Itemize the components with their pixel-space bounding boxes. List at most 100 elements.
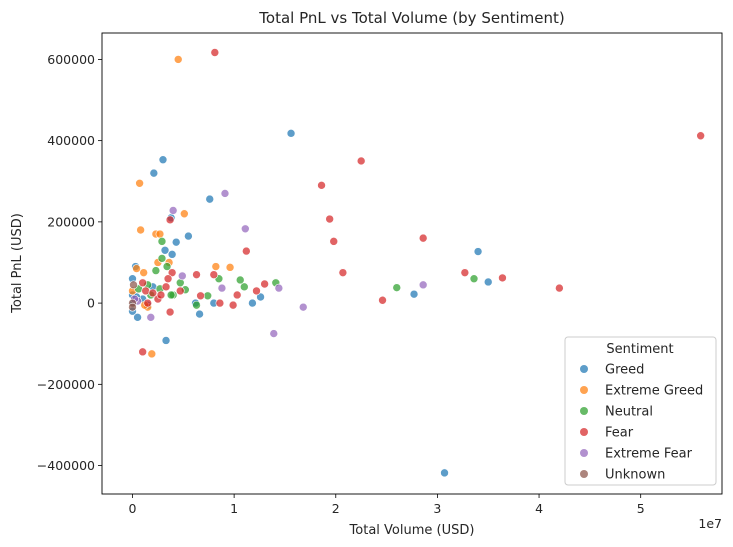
- point-neutral: [469, 274, 479, 284]
- point-neutral: [235, 275, 245, 285]
- point-fear: [175, 286, 185, 296]
- point-extreme-greed: [136, 225, 145, 235]
- legend: Sentiment Greed Extreme Greed Neutral Fear E…: [564, 336, 717, 486]
- legend-label-extreme-greed: Extreme Greed: [605, 384, 703, 399]
- point-extreme-greed: [225, 263, 235, 272]
- point-fear: [192, 270, 201, 279]
- point-fear: [260, 279, 269, 289]
- point-fear: [210, 48, 220, 57]
- point-fear: [378, 295, 387, 305]
- point-extreme-greed: [147, 349, 157, 359]
- point-fear: [215, 298, 225, 308]
- point-fear: [161, 282, 171, 292]
- point-greed: [440, 468, 449, 478]
- point-fear: [329, 237, 339, 246]
- legend-title: Sentiment: [606, 342, 673, 357]
- y-tick-label: 600000: [47, 52, 95, 67]
- point-greed: [171, 237, 181, 247]
- legend-label-fear: Fear: [605, 426, 634, 441]
- point-neutral: [392, 283, 402, 292]
- x-axis: 0 1 2 3 4 5: [129, 494, 645, 516]
- point-fear: [163, 274, 173, 284]
- point-unknown: [128, 302, 137, 312]
- point-fear: [232, 290, 242, 300]
- point-fear: [228, 300, 238, 310]
- x-tick-label: 2: [332, 501, 340, 516]
- point-extreme-fear: [146, 313, 156, 322]
- legend-marker-extreme-greed: [580, 386, 588, 394]
- point-fear: [165, 215, 175, 225]
- y-axis-label: Total PnL (USD): [10, 213, 25, 314]
- point-fear: [143, 298, 153, 308]
- point-neutral: [151, 266, 161, 275]
- point-greed: [409, 289, 419, 299]
- legend-label-unknown: Unknown: [605, 468, 665, 483]
- point-greed: [205, 194, 215, 204]
- point-extreme-fear: [177, 271, 187, 281]
- y-tick-label: 0: [87, 296, 95, 311]
- point-fear: [141, 286, 151, 296]
- point-fear: [165, 307, 175, 317]
- point-fear: [156, 290, 166, 300]
- point-fear: [242, 246, 251, 256]
- legend-label-neutral: Neutral: [605, 405, 653, 420]
- point-extreme-fear: [217, 283, 227, 293]
- point-neutral: [166, 290, 176, 300]
- point-extreme-greed: [135, 178, 144, 188]
- point-greed: [160, 245, 170, 255]
- x-tick-label: 3: [433, 501, 441, 516]
- x-tick-label: 4: [535, 501, 543, 516]
- legend-marker-neutral: [580, 407, 588, 415]
- point-fear: [138, 278, 147, 288]
- point-greed: [149, 168, 159, 178]
- point-fear: [209, 270, 219, 279]
- point-extreme-fear: [269, 329, 279, 338]
- point-fear: [317, 181, 326, 190]
- point-neutral: [192, 300, 201, 310]
- point-neutral: [157, 254, 167, 263]
- point-fear: [356, 156, 366, 166]
- point-neutral: [239, 282, 249, 292]
- legend-marker-greed: [580, 365, 588, 373]
- point-extreme-greed: [180, 209, 189, 219]
- point-fear: [555, 283, 564, 293]
- point-unknown: [129, 280, 138, 290]
- point-extreme-greed: [132, 264, 141, 273]
- point-fear: [498, 273, 507, 283]
- point-greed: [473, 247, 483, 256]
- x-axis-offset-text: 1e7: [698, 516, 722, 531]
- point-greed: [133, 313, 142, 322]
- point-fear: [196, 291, 205, 301]
- point-greed: [161, 336, 171, 345]
- point-extreme-fear: [168, 206, 178, 215]
- x-tick-label: 1: [230, 501, 238, 516]
- point-greed: [256, 292, 265, 302]
- point-extreme-fear: [241, 224, 250, 234]
- y-tick-label: 400000: [47, 133, 95, 148]
- x-axis-label: Total Volume (USD): [349, 523, 475, 538]
- y-axis: −400000 −200000 0 200000 400000 600000: [37, 52, 102, 473]
- chart-title: Total PnL vs Total Volume (by Sentiment): [258, 9, 564, 27]
- point-greed: [248, 298, 257, 308]
- point-fear: [460, 268, 470, 277]
- point-greed: [167, 250, 177, 259]
- point-fear: [338, 268, 348, 277]
- point-greed: [158, 155, 168, 165]
- y-tick-label: −400000: [37, 458, 95, 473]
- legend-marker-unknown: [580, 470, 588, 478]
- x-tick-label: 0: [129, 501, 137, 516]
- point-greed: [286, 129, 296, 138]
- point-extreme-greed: [173, 55, 183, 64]
- point-neutral: [203, 291, 213, 301]
- point-extreme-greed: [155, 229, 165, 239]
- data-points: [128, 48, 705, 478]
- point-fear: [418, 233, 428, 243]
- point-greed: [483, 277, 493, 287]
- point-extreme-fear: [220, 189, 230, 198]
- point-extreme-fear: [418, 280, 428, 290]
- y-tick-label: 200000: [47, 214, 95, 229]
- x-tick-label: 5: [637, 501, 645, 516]
- legend-marker-extreme-fear: [580, 449, 588, 457]
- point-fear: [148, 288, 158, 298]
